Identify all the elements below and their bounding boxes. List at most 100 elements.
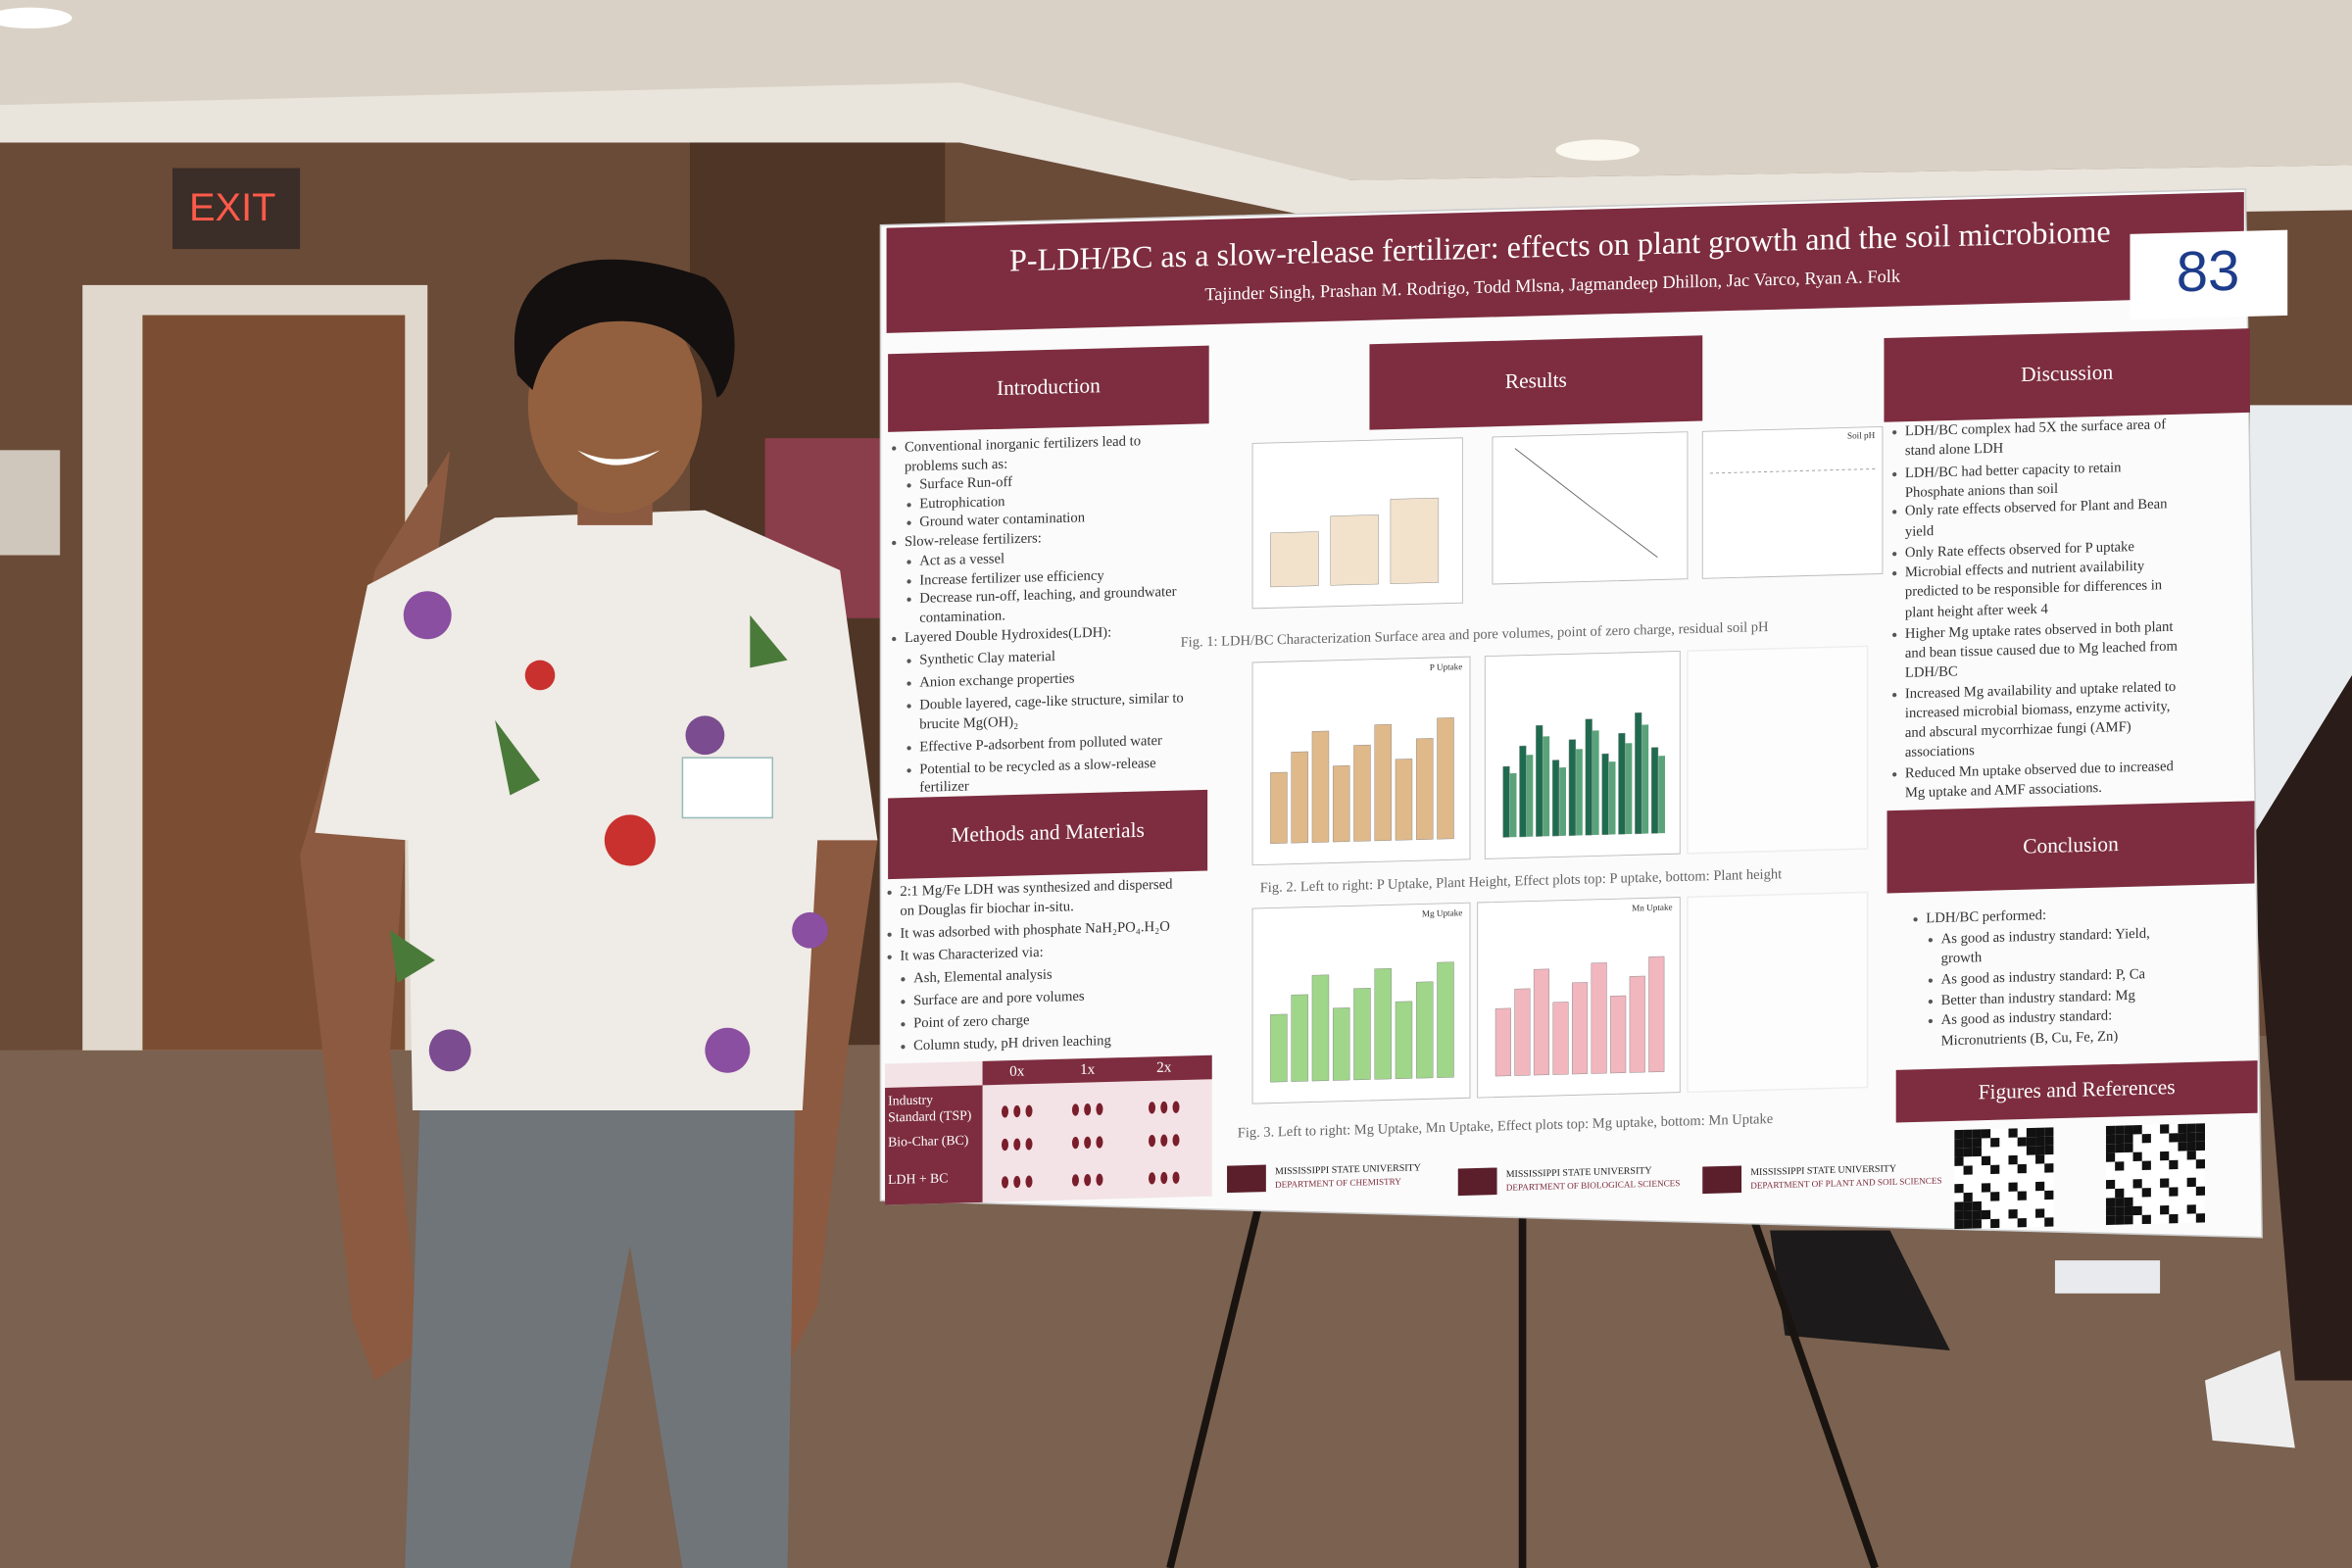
flower — [705, 1027, 751, 1073]
logo-university: MISSISSIPPI STATE UNIVERSITY — [1275, 1162, 1421, 1177]
sneaker — [2205, 1349, 2295, 1448]
figure-bar — [1353, 988, 1371, 1081]
qr-module — [2186, 1132, 2196, 1143]
seed-dot — [1160, 1171, 1168, 1185]
figure-bar — [1552, 1002, 1569, 1075]
seed-dot — [1071, 1103, 1079, 1116]
qr-module — [2124, 1197, 2133, 1207]
bullet — [1928, 978, 1934, 983]
bullet-text: Better than industry standard: Mg — [1941, 988, 2136, 1008]
bullet — [1892, 552, 1897, 557]
section-header — [1369, 335, 1703, 430]
person — [300, 259, 878, 1568]
bullet — [892, 540, 897, 546]
figure-bar — [1618, 732, 1626, 835]
figure-bar — [1533, 968, 1550, 1076]
qr-module — [2115, 1143, 2125, 1153]
qr-module — [2017, 1163, 2027, 1174]
qr-module — [2124, 1125, 2133, 1135]
seed-dot — [1025, 1138, 1033, 1151]
qr-module — [2008, 1209, 2018, 1219]
figure-bar — [1291, 994, 1308, 1082]
panel-label: Mn Uptake — [1632, 903, 1673, 913]
figure-bar — [1311, 974, 1330, 1082]
qr-module — [1990, 1218, 2000, 1229]
figure-bar — [1270, 1013, 1288, 1083]
qr-module — [2044, 1163, 2054, 1173]
qr-module — [2017, 1137, 2027, 1147]
qr-module — [2169, 1187, 2179, 1197]
figure-bar — [1648, 956, 1665, 1073]
bullet-text: As good as industry standard: Yield, — [1941, 926, 2150, 948]
seed-dot — [1071, 1174, 1079, 1187]
qr-module — [1954, 1210, 1964, 1220]
section-heading: Results — [1505, 368, 1567, 394]
qr-module — [1954, 1139, 1964, 1149]
bullet-text: contamination. — [919, 608, 1005, 625]
figure-bar — [1390, 497, 1440, 584]
qr-module — [2124, 1134, 2133, 1144]
qr-module — [1981, 1183, 1991, 1193]
effect-plots — [1687, 645, 1869, 855]
bullet-text: Only Rate effects observed for P uptake — [1905, 539, 2135, 561]
figure-bar — [1543, 736, 1550, 837]
qr-module — [2178, 1132, 2187, 1143]
qr-module — [1972, 1219, 1982, 1229]
bullet — [906, 597, 911, 602]
flower — [524, 660, 556, 691]
bullet — [901, 977, 906, 982]
qr-module — [2115, 1206, 2125, 1216]
qr-module — [2186, 1141, 2196, 1152]
smile — [577, 450, 661, 466]
flower — [428, 1029, 471, 1072]
qr-module — [2035, 1181, 2045, 1192]
figure-line — [1514, 448, 1658, 558]
figure-panel — [1701, 425, 1884, 579]
bullet — [906, 768, 911, 773]
bullet-text: Point of zero charge — [913, 1012, 1030, 1031]
qr-module — [2160, 1124, 2170, 1134]
qr-module — [2035, 1154, 2045, 1164]
qr-module — [1990, 1192, 2000, 1201]
bullet-text: growth — [1941, 950, 1983, 966]
qr-module — [1954, 1148, 1964, 1157]
table-row-label: Bio-Char (BC) — [888, 1133, 968, 1151]
qr-module — [1963, 1165, 1973, 1175]
seed-dot — [1013, 1104, 1021, 1118]
figure-bar — [1642, 724, 1649, 834]
exit-text: EXIT — [189, 186, 275, 229]
qr-module — [2044, 1127, 2054, 1137]
flower — [403, 591, 452, 640]
qr-module — [1954, 1219, 1964, 1230]
seed-dot — [1001, 1105, 1009, 1118]
qr-module — [1972, 1210, 1982, 1220]
figure-bar — [1519, 745, 1527, 838]
bullet-text: Anion exchange properties — [919, 670, 1074, 690]
qr-module — [2124, 1205, 2133, 1216]
panel-label: P Uptake — [1430, 662, 1463, 672]
bullet — [1892, 430, 1897, 435]
figure-bar — [1437, 717, 1454, 840]
logo-mark — [1702, 1165, 1742, 1195]
qr-module — [1954, 1129, 1964, 1140]
qr-module — [2115, 1125, 2125, 1135]
qr-module — [2026, 1127, 2036, 1138]
bullet-text: Act as a vessel — [919, 551, 1004, 568]
bullet — [906, 520, 911, 525]
qr-module — [2141, 1214, 2151, 1225]
exit-sign — [172, 168, 301, 250]
figure-bar — [1374, 967, 1392, 1080]
qr-module — [2105, 1179, 2116, 1190]
bullet-text: Increase fertilizer use efficiency — [919, 567, 1104, 588]
bullet-text: LDH/BC — [1905, 663, 1958, 680]
figure-bar — [1526, 755, 1534, 837]
qr-module — [2008, 1182, 2018, 1192]
figure-bar — [1353, 744, 1371, 842]
qr-module — [1990, 1164, 2000, 1175]
bullet — [901, 1022, 906, 1027]
qr-module — [2105, 1125, 2116, 1136]
qr-module — [2026, 1137, 2036, 1147]
name-tag — [681, 757, 774, 819]
background-person — [1770, 1230, 1950, 1350]
